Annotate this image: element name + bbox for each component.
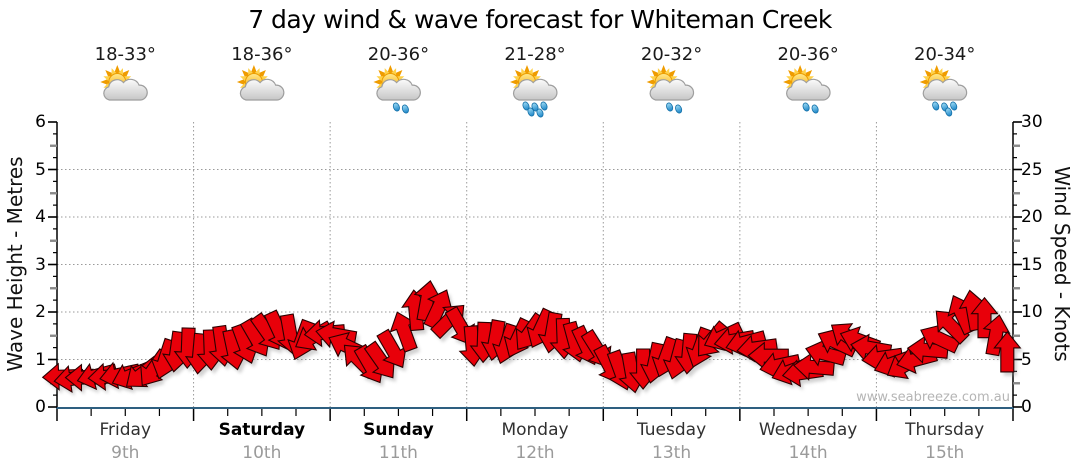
- right-tick-label: 25: [1021, 159, 1043, 180]
- date-label: 14th: [788, 443, 828, 463]
- temperature-range: 21-28°: [504, 44, 566, 65]
- raindrop-icon: [945, 107, 953, 117]
- left-tick-label: 0: [35, 397, 46, 417]
- left-axis-title: Wave Height - Metres: [3, 156, 27, 372]
- page-title: 7 day wind & wave forecast for Whiteman …: [248, 5, 832, 34]
- day-label: Wednesday: [758, 420, 858, 440]
- temperature-range: 20-36°: [367, 44, 430, 65]
- wind-arrow-series: [41, 280, 1022, 394]
- left-tick-label: 5: [35, 159, 46, 180]
- day-label: Friday: [99, 420, 152, 440]
- temperature-range: 18-36°: [231, 44, 293, 65]
- temperature-range: 20-36°: [777, 44, 839, 65]
- cloud-icon: [649, 78, 695, 101]
- left-tick-label: 3: [35, 254, 46, 275]
- raindrop-icon: [666, 102, 674, 112]
- raindrop-icon: [401, 104, 409, 114]
- cloud-icon: [376, 78, 421, 101]
- day-label: Saturday: [218, 420, 306, 440]
- left-tick-label: 1: [35, 349, 46, 370]
- date-label: 13th: [652, 443, 692, 463]
- date-label: 12th: [515, 443, 555, 463]
- day-label: Monday: [501, 420, 569, 440]
- cloud-icon: [239, 78, 285, 101]
- right-tick-label: 5: [1021, 349, 1032, 370]
- raindrop-icon: [392, 102, 400, 112]
- temperature-range: 20-32°: [640, 44, 703, 65]
- right-tick-label: 20: [1021, 207, 1043, 227]
- temperature-range: 20-34°: [914, 44, 976, 65]
- raindrop-icon: [536, 108, 544, 118]
- weather-icon-sun-cloud-rain: [373, 65, 421, 114]
- right-tick-label: 0: [1021, 397, 1032, 417]
- weather-icon-sun-cloud: [236, 65, 285, 101]
- weather-icon-sun-cloud: [100, 65, 148, 101]
- raindrop-icon: [811, 104, 819, 114]
- right-tick-label: 15: [1021, 254, 1043, 275]
- cloud-icon: [103, 78, 148, 101]
- raindrop-icon: [950, 101, 958, 111]
- cloud-icon: [922, 78, 968, 101]
- raindrop-icon: [675, 104, 683, 114]
- raindrop-icon: [527, 107, 535, 117]
- day-label: Sunday: [363, 420, 434, 440]
- left-tick-label: 2: [35, 302, 46, 322]
- wind-arrow: [993, 331, 1022, 373]
- date-label: 9th: [111, 443, 140, 463]
- raindrop-icon: [540, 101, 548, 111]
- weather-icon-sun-cloud-heavy-rain: [510, 65, 558, 118]
- raindrop-icon: [802, 102, 810, 112]
- weather-icon-sun-cloud-rain: [783, 65, 831, 114]
- weather-icon-sun-cloud-heavy-rain: [919, 65, 968, 117]
- day-label: Tuesday: [636, 420, 707, 440]
- left-tick-label: 6: [35, 112, 46, 132]
- right-tick-label: 30: [1021, 112, 1043, 132]
- left-tick-label: 4: [35, 207, 46, 227]
- day-label: Thursday: [905, 420, 985, 440]
- weather-icon-sun-cloud-rain: [646, 65, 695, 114]
- cloud-icon: [786, 78, 831, 101]
- date-label: 11th: [378, 443, 418, 463]
- right-tick-label: 10: [1021, 302, 1043, 322]
- cloud-icon: [512, 78, 558, 101]
- temperature-range: 18-33°: [94, 44, 156, 65]
- date-label: 15th: [925, 443, 965, 463]
- date-label: 10th: [242, 443, 282, 463]
- right-axis-title: Wind Speed - Knots: [1050, 166, 1074, 362]
- raindrop-icon: [932, 101, 940, 111]
- watermark: www.seabreeze.com.au: [856, 390, 1010, 405]
